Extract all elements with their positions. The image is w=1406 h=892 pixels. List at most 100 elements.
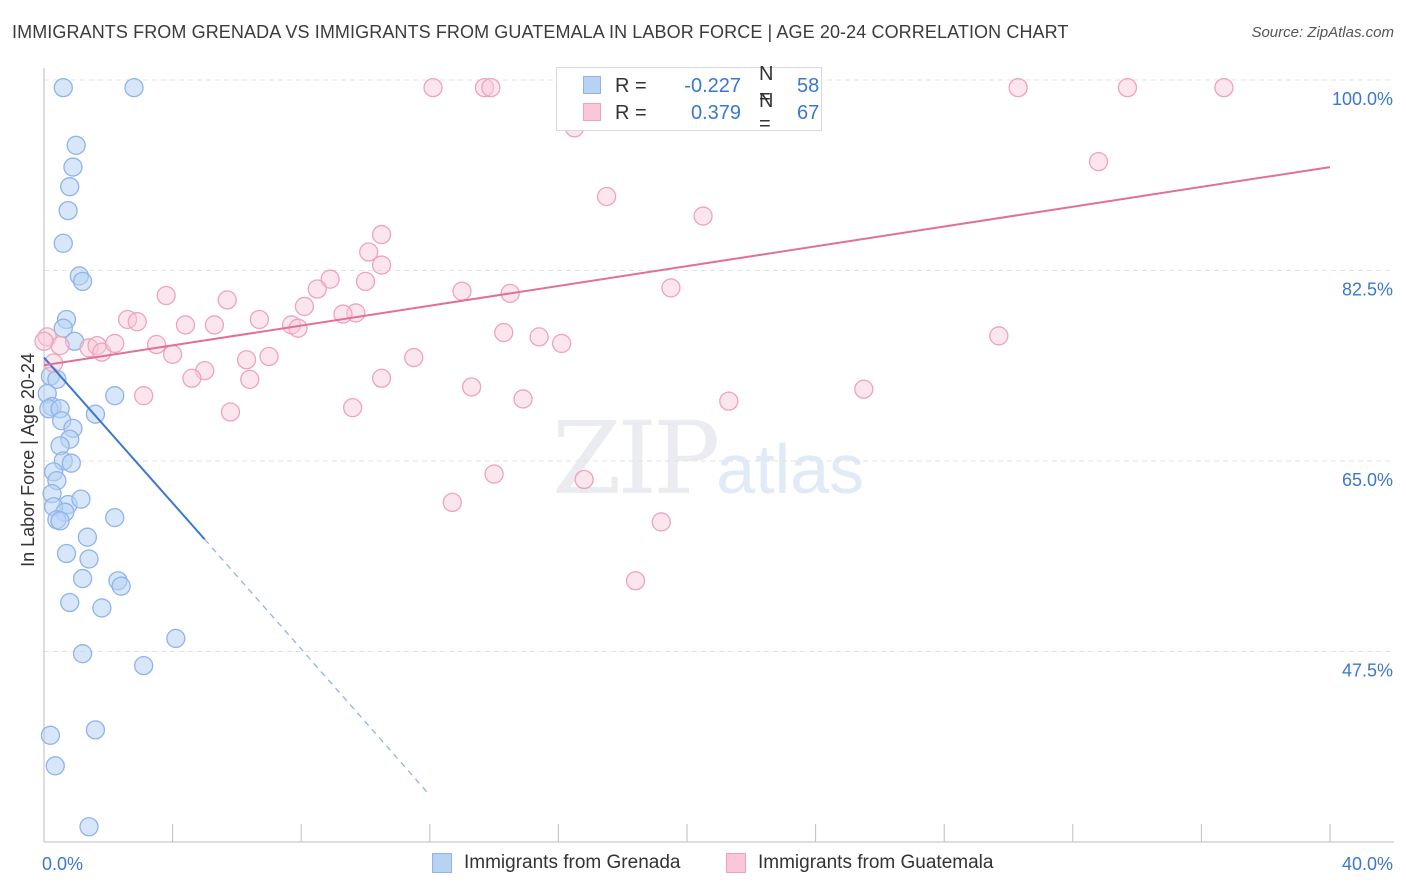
guatemala-point <box>1117 77 1138 98</box>
guatemala-point <box>693 206 713 226</box>
legend-item-guatemala[interactable]: Immigrants from Guatemala <box>726 852 993 874</box>
grenada-point <box>60 592 80 613</box>
guatemala-point <box>719 391 739 411</box>
guatemala-point <box>134 386 154 406</box>
x-tick-label: 0.0% <box>42 854 83 874</box>
guatemala-point <box>494 322 514 343</box>
guatemala-point <box>34 331 54 351</box>
guatemala-point <box>236 350 257 370</box>
guatemala-point <box>156 285 176 306</box>
guatemala-point <box>371 368 392 388</box>
legend-swatch-guatemala <box>583 103 601 121</box>
grenada-point <box>79 549 99 569</box>
series-grenada-points <box>37 77 186 837</box>
grenada-point <box>166 628 186 649</box>
guatemala-point <box>661 278 681 298</box>
legend-r-value-guatemala: 0.379 <box>690 101 741 124</box>
x-tick-label: 40.0% <box>1342 854 1393 874</box>
grenada-point <box>72 271 93 292</box>
guatemala-point <box>355 271 376 292</box>
chart-title: IMMIGRANTS FROM GRENADA VS IMMIGRANTS FR… <box>12 22 1069 42</box>
grenada-point <box>63 157 83 177</box>
guatemala-point <box>204 315 225 335</box>
legend-n-label: N = <box>759 63 774 108</box>
guatemala-point <box>1088 151 1109 172</box>
legend-swatch-grenada <box>432 853 452 873</box>
guatemala-point <box>1214 77 1234 98</box>
grenada-point <box>77 527 98 547</box>
guatemala-point <box>625 571 646 591</box>
guatemala-point <box>182 368 202 388</box>
grenada-point <box>92 598 112 618</box>
guatemala-point <box>513 389 533 409</box>
y-tick-label: 47.5% <box>1342 661 1393 681</box>
watermark: ZIPatlas <box>552 400 865 517</box>
grenada-point <box>45 756 65 776</box>
y-tick-label: 100.0% <box>1332 89 1393 109</box>
guatemala-point <box>50 335 70 356</box>
grenada-point <box>85 720 106 740</box>
trend-lines <box>43 166 1331 796</box>
legend-n-value-grenada: 58 <box>797 74 820 97</box>
guatemala-point <box>217 290 237 310</box>
guatemala-point <box>342 398 363 418</box>
trend-line-guatemala <box>43 166 1331 367</box>
guatemala-point <box>484 464 504 484</box>
guatemala-point <box>162 344 183 364</box>
legend-n-label: N = <box>759 90 774 135</box>
legend-n-value-guatemala: 67 <box>797 101 820 124</box>
legend-r-value-grenada: -0.227 <box>684 74 741 97</box>
y-tick-label: 82.5% <box>1342 280 1393 300</box>
guatemala-point <box>307 279 327 299</box>
trend-line-grenada-extrapolated <box>204 538 431 796</box>
guatemala-point <box>651 512 671 532</box>
guatemala-point <box>320 269 340 289</box>
grenada-point <box>134 656 154 676</box>
guatemala-point <box>423 77 443 98</box>
legend-r-label: R = <box>615 101 647 124</box>
legend-label-grenada: Immigrants from Grenada <box>464 852 681 873</box>
guatemala-point <box>989 326 1009 346</box>
guatemala-point <box>175 315 196 335</box>
guatemala-point <box>359 242 379 262</box>
guatemala-point <box>259 346 279 367</box>
guatemala-point <box>854 379 874 399</box>
guatemala-point <box>1008 77 1028 98</box>
grenada-point <box>66 135 86 155</box>
legend-label-guatemala: Immigrants from Guatemala <box>758 852 994 873</box>
y-tick-label: 65.0% <box>1342 470 1393 490</box>
series-guatemala-points <box>34 77 1234 591</box>
grenada-point <box>47 369 67 390</box>
grenada-point <box>124 77 144 98</box>
guatemala-point <box>220 402 241 422</box>
grenada-point <box>105 507 125 528</box>
grenada-point <box>58 200 78 221</box>
guatemala-point <box>127 312 147 332</box>
guatemala-point <box>371 255 392 275</box>
guatemala-point <box>574 469 594 490</box>
guatemala-point <box>551 333 572 354</box>
legend-swatch-grenada <box>583 76 601 94</box>
grenada-point <box>105 386 125 406</box>
guatemala-point <box>474 77 495 98</box>
y-tick-labels: 47.5% 65.0% 82.5% 100.0% <box>1332 89 1393 681</box>
guatemala-point <box>105 333 125 354</box>
grenada-point <box>53 233 73 253</box>
grenada-point <box>79 817 99 837</box>
grenada-point <box>71 489 91 509</box>
grenada-point <box>56 543 77 564</box>
trend-line-grenada <box>43 356 206 541</box>
guatemala-point <box>294 296 315 317</box>
guatemala-point <box>442 492 462 513</box>
legend-swatch-guatemala <box>726 853 746 873</box>
grenada-point <box>72 644 93 664</box>
grenada-point <box>61 453 81 473</box>
legend-r-label: R = <box>615 74 647 97</box>
legend-item-grenada[interactable]: Immigrants from Grenada <box>432 852 680 874</box>
guatemala-point <box>249 309 270 330</box>
guatemala-point <box>371 224 392 245</box>
grenada-point <box>60 177 80 197</box>
source-label: Source: ZipAtlas.com <box>1251 24 1394 41</box>
grenada-point <box>111 576 131 596</box>
